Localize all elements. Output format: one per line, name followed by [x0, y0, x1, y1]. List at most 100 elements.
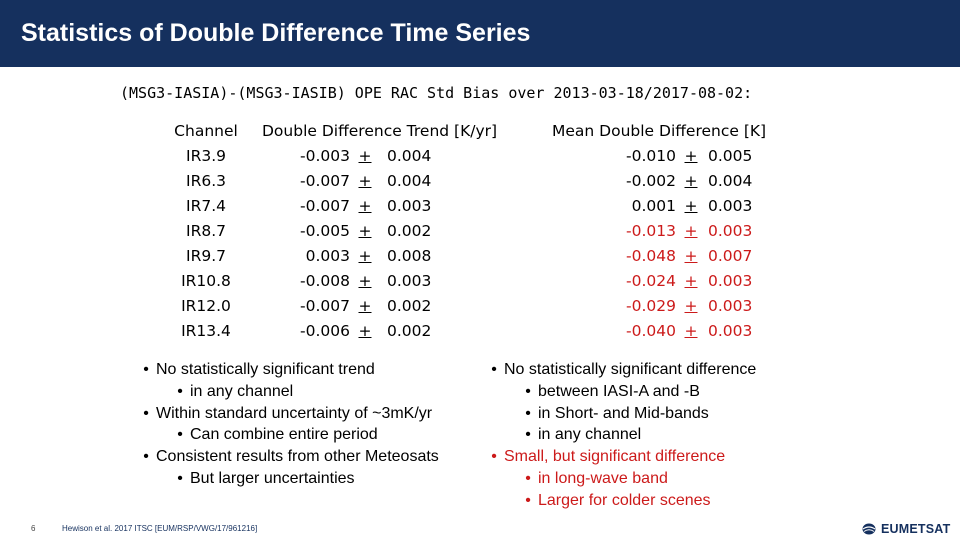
mean-uncertainty-cell: 0.003: [708, 272, 753, 290]
bullet-glyph: •: [177, 382, 183, 400]
channel-cell: IR13.4: [181, 322, 231, 340]
title-bar: Statistics of Double Difference Time Ser…: [0, 0, 960, 67]
mean-pm-cell: +: [684, 197, 698, 215]
trend-uncertainty-column: 0.004 0.004 0.003 0.002 0.008 0.003 0.002 0.002: [387, 144, 447, 344]
mean-value-cell: -0.029: [626, 297, 676, 315]
trend-pm-cell: +: [358, 297, 372, 315]
mean-value-cell: -0.024: [626, 272, 676, 290]
page-number: 6: [31, 524, 36, 533]
trend-pm-cell: +: [358, 197, 372, 215]
trend-value-cell: -0.008: [300, 272, 350, 290]
eumetsat-logo: EUMETSAT: [862, 519, 950, 539]
channel-cell: IR8.7: [186, 222, 226, 240]
mean-uncertainty-cell: 0.007: [708, 247, 753, 265]
trend-uncertainty-cell: 0.004: [387, 147, 432, 165]
mean-pm-cell: +: [684, 297, 698, 315]
mean-uncertainty-column: 0.005 0.004 0.003 0.003 0.007 0.003 0.003 0.003: [708, 144, 768, 344]
bullet-glyph: •: [491, 361, 497, 378]
left-bullet-list: • No statistically significant trend • in a…: [136, 359, 439, 490]
channel-cell: IR7.4: [186, 197, 226, 215]
bullet-text: Consistent results from other Meteosats: [156, 448, 439, 466]
trend-pm-cell: +: [358, 172, 372, 190]
bullet-glyph: •: [525, 426, 531, 444]
slide-title: Statistics of Double Difference Time Ser…: [21, 19, 531, 47]
trend-value-column: -0.003 -0.007 -0.007 -0.005 0.003 -0.008 -0.00…: [262, 144, 350, 344]
bullet-glyph: •: [177, 469, 183, 487]
bullet-glyph: •: [491, 448, 497, 466]
bullet-text: in any channel: [538, 426, 642, 444]
trend-uncertainty-cell: 0.002: [387, 322, 432, 340]
mean-pm-cell: +: [684, 147, 698, 165]
trend-pm-cell: +: [358, 147, 372, 165]
bullet-item: • in any channel: [136, 381, 439, 403]
mean-uncertainty-cell: 0.004: [708, 172, 753, 190]
bullet-item: • between IASI-A and -B: [484, 381, 756, 403]
bullet-item: • But larger uncertainties: [136, 468, 439, 490]
eumetsat-logo-icon: [862, 523, 876, 535]
bullet-glyph: •: [143, 404, 149, 422]
bullet-text: in Short- and Mid-bands: [538, 404, 709, 422]
bullet-item: • Small, but significant difference: [484, 446, 756, 468]
bullet-text: Larger for colder scenes: [538, 491, 711, 509]
mean-pm-cell: +: [684, 247, 698, 265]
bullet-text: But larger uncertainties: [190, 469, 355, 487]
bullet-item: • Can combine entire period: [136, 424, 439, 446]
trend-value-cell: -0.006: [300, 322, 350, 340]
bullet-item: • in any channel: [484, 424, 756, 446]
channel-header: Channel: [174, 122, 238, 140]
bullet-glyph: •: [525, 469, 531, 487]
reference-citation: Hewison et al. 2017 ITSC [EUM/RSP/VWG/17…: [62, 524, 258, 533]
trend-value-cell: -0.007: [300, 297, 350, 315]
bullet-text: between IASI-A and -B: [538, 382, 700, 400]
trend-uncertainty-cell: 0.002: [387, 222, 432, 240]
trend-value-cell: 0.003: [305, 247, 350, 265]
trend-value-cell: -0.007: [300, 197, 350, 215]
mean-uncertainty-cell: 0.003: [708, 322, 753, 340]
bullet-text: Within standard uncertainty of ~3mK/yr: [156, 404, 433, 422]
mean-pm-cell: +: [684, 272, 698, 290]
channel-cell: IR12.0: [181, 297, 231, 315]
mean-value-cell: -0.010: [626, 147, 676, 165]
bullet-glyph: •: [525, 404, 531, 422]
channel-cell: IR3.9: [186, 147, 226, 165]
mean-uncertainty-cell: 0.003: [708, 297, 753, 315]
trend-pm-cell: +: [358, 272, 372, 290]
mean-value-column: -0.010 -0.002 0.001 -0.013 -0.048 -0.024 -0.02…: [590, 144, 676, 344]
trend-uncertainty-cell: 0.008: [387, 247, 432, 265]
bullet-item: • in Short- and Mid-bands: [484, 403, 756, 425]
bullet-item: • No statistically significant difference: [484, 359, 756, 381]
trend-uncertainty-cell: 0.002: [387, 297, 432, 315]
logo-text: EUMETSAT: [881, 522, 951, 536]
trend-uncertainty-cell: 0.003: [387, 272, 432, 290]
mean-pm-column: + + + + + + + +: [682, 144, 700, 344]
bullet-item: • Consistent results from other Meteosats: [136, 446, 439, 468]
bullet-item: • Within standard uncertainty of ~3mK/yr: [136, 403, 439, 425]
right-bullet-list: • No statistically significant difference…: [484, 359, 756, 512]
trend-value-cell: -0.005: [300, 222, 350, 240]
trend-pm-cell: +: [358, 222, 372, 240]
mean-value-cell: -0.040: [626, 322, 676, 340]
trend-uncertainty-cell: 0.004: [387, 172, 432, 190]
mean-header: Mean Double Difference [K]: [552, 122, 767, 140]
bullet-text: No statistically significant difference: [504, 361, 757, 378]
bullet-text: Small, but significant difference: [504, 448, 726, 466]
bullet-glyph: •: [143, 361, 149, 378]
channel-cell: IR9.7: [186, 247, 226, 265]
mean-uncertainty-cell: 0.005: [708, 147, 753, 165]
bullet-text: No statistically significant trend: [156, 361, 375, 378]
bullet-glyph: •: [525, 382, 531, 400]
trend-pm-column: + + + + + + + +: [356, 144, 374, 344]
mean-value-cell: -0.013: [626, 222, 676, 240]
mean-uncertainty-cell: 0.003: [708, 222, 753, 240]
mean-value-cell: -0.002: [626, 172, 676, 190]
trend-pm-cell: +: [358, 247, 372, 265]
channel-cell: IR6.3: [186, 172, 226, 190]
trend-pm-cell: +: [358, 322, 372, 340]
mean-pm-cell: +: [684, 322, 698, 340]
mean-pm-cell: +: [684, 222, 698, 240]
bullet-item: • No statistically significant trend: [136, 359, 439, 381]
bullet-text: in long-wave band: [538, 469, 668, 487]
channel-cell: IR10.8: [181, 272, 231, 290]
bullet-text: in any channel: [190, 382, 294, 400]
mean-value-cell: 0.001: [631, 197, 676, 215]
